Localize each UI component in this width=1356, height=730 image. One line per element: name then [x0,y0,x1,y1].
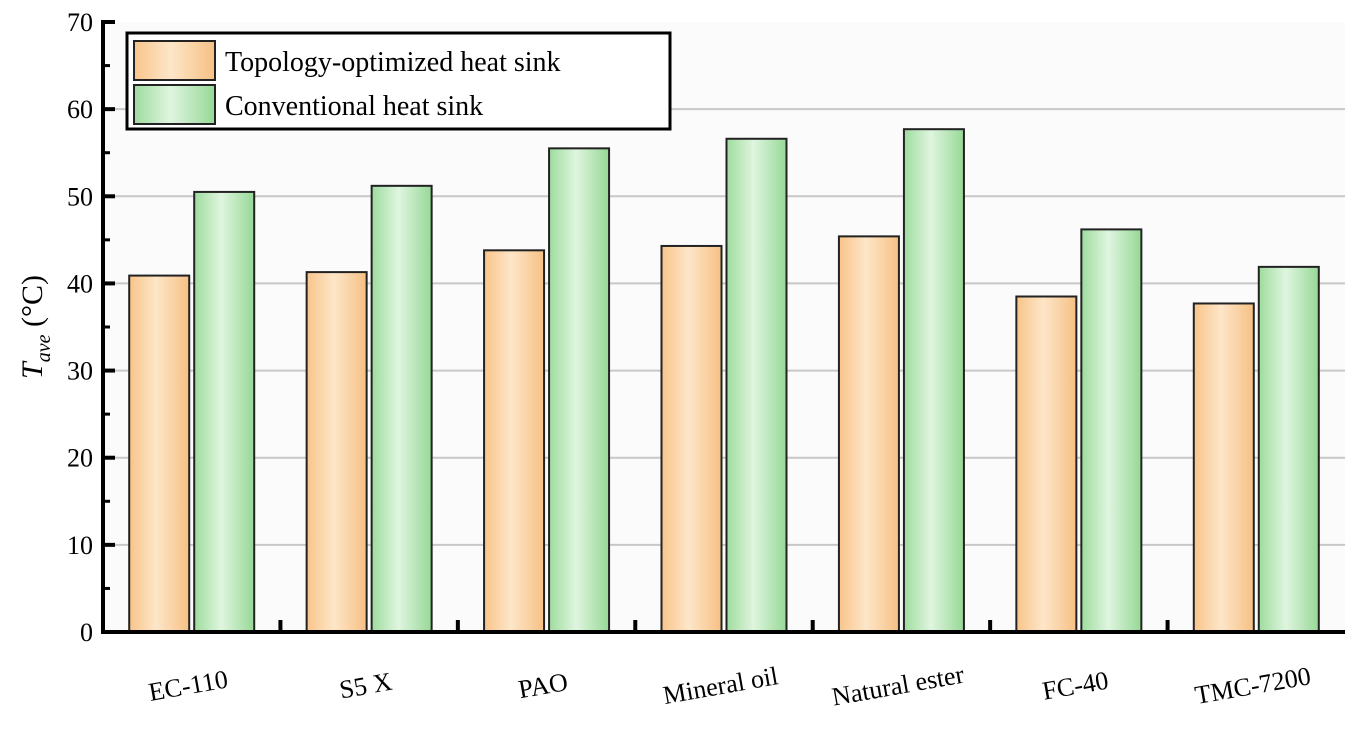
bar-conventional [725,137,788,633]
y-tick-label: 40 [67,269,93,298]
bar-topology [128,274,191,633]
bar-topology [1015,295,1078,633]
bar-topology [305,271,368,633]
bar-conventional [1257,265,1320,633]
y-tick-label: 20 [67,444,93,473]
bar-topology [837,235,900,633]
y-tick-label: 50 [67,182,93,211]
bar-conventional [548,147,611,633]
legend-swatch-conventional [133,84,216,125]
x-tick-label: Natural ester [830,660,967,712]
legend: Topology-optimized heat sink Conventional… [125,31,672,131]
x-tick-label: EC-110 [146,664,230,706]
bar-conventional [370,184,433,633]
bar-topology [660,244,723,633]
y-tick-label: 60 [67,95,93,124]
bar-topology [483,249,546,633]
x-tick-label: Mineral oil [661,661,781,710]
bar-conventional [193,190,256,634]
x-tick-label: TMC-7200 [1193,661,1313,710]
x-tick-label: FC-40 [1040,666,1110,706]
legend-label: Conventional heat sink [225,91,483,122]
y-axis-label: Tave (°C) [16,275,55,379]
bar-topology [1192,302,1255,633]
bar-conventional [902,128,965,634]
y-tick-label: 10 [67,531,93,560]
y-tick-label: 30 [67,357,93,386]
y-tick-label: 70 [67,8,93,37]
y-tick-label: 0 [80,618,93,647]
x-tick-label: PAO [516,667,570,704]
legend-label: Topology-optimized heat sink [225,47,561,78]
bar-conventional [1080,228,1143,633]
x-tick-label: S5 X [337,667,394,705]
legend-box [125,31,672,131]
legend-swatch-topology [133,40,216,81]
